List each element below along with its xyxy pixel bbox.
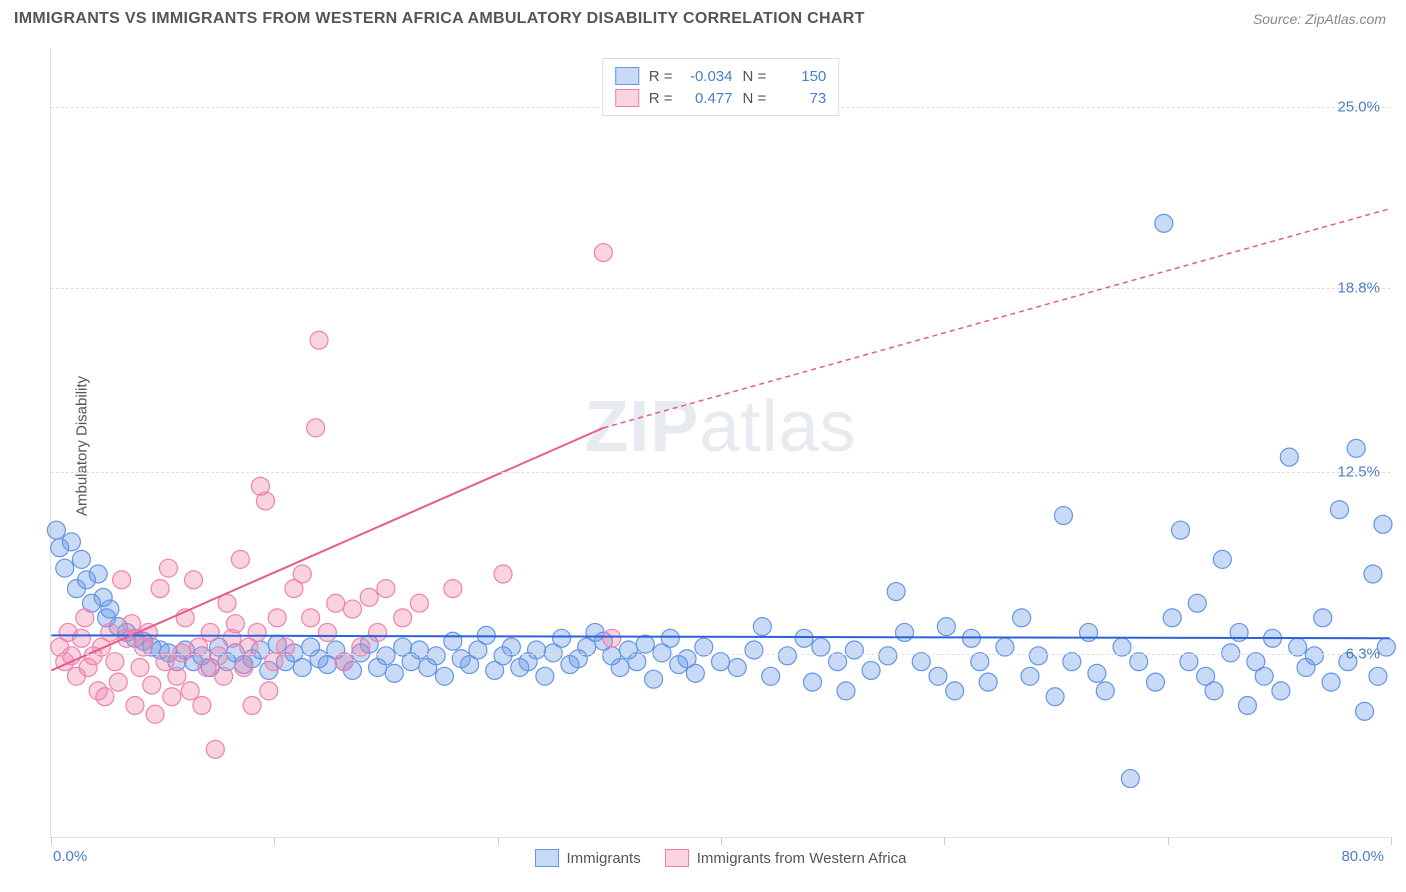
n-value: 73 bbox=[776, 90, 826, 107]
y-tick-label: 18.8% bbox=[1337, 279, 1380, 296]
y-tick-label: 25.0% bbox=[1337, 98, 1380, 115]
x-min-label: 0.0% bbox=[53, 848, 87, 865]
swatch-icon bbox=[615, 67, 639, 85]
scatter-svg bbox=[51, 48, 1390, 837]
legend-item-western-africa: Immigrants from Western Africa bbox=[665, 849, 907, 867]
x-max-label: 80.0% bbox=[1341, 848, 1384, 865]
x-tick bbox=[498, 837, 499, 845]
y-tick-label: 6.3% bbox=[1346, 645, 1380, 662]
legend-item-immigrants: Immigrants bbox=[535, 849, 641, 867]
gridline bbox=[51, 472, 1390, 473]
legend-row-blue: R = -0.034 N = 150 bbox=[615, 65, 827, 87]
chart-title: IMMIGRANTS VS IMMIGRANTS FROM WESTERN AF… bbox=[14, 10, 865, 28]
swatch-icon bbox=[615, 89, 639, 107]
x-tick bbox=[1168, 837, 1169, 845]
legend-label: Immigrants bbox=[567, 850, 641, 867]
x-tick bbox=[944, 837, 945, 845]
y-tick-label: 12.5% bbox=[1337, 464, 1380, 481]
chart-header: IMMIGRANTS VS IMMIGRANTS FROM WESTERN AF… bbox=[0, 0, 1406, 36]
source-attribution: Source: ZipAtlas.com bbox=[1253, 11, 1386, 27]
swatch-icon bbox=[535, 849, 559, 867]
x-tick bbox=[274, 837, 275, 845]
x-tick bbox=[1391, 837, 1392, 845]
legend-label: Immigrants from Western Africa bbox=[697, 850, 907, 867]
legend-row-pink: R = 0.477 N = 73 bbox=[615, 87, 827, 109]
r-value: 0.477 bbox=[683, 90, 733, 107]
x-tick bbox=[51, 837, 52, 845]
gridline bbox=[51, 654, 1390, 655]
n-value: 150 bbox=[776, 68, 826, 85]
r-value: -0.034 bbox=[683, 68, 733, 85]
swatch-icon bbox=[665, 849, 689, 867]
r-label: R = bbox=[649, 68, 673, 85]
gridline bbox=[51, 288, 1390, 289]
x-tick bbox=[721, 837, 722, 845]
r-label: R = bbox=[649, 90, 673, 107]
correlation-legend: R = -0.034 N = 150 R = 0.477 N = 73 bbox=[602, 58, 840, 116]
n-label: N = bbox=[743, 90, 767, 107]
series-legend: Immigrants Immigrants from Western Afric… bbox=[535, 849, 907, 867]
n-label: N = bbox=[743, 68, 767, 85]
chart-plot-area: ZIPatlas R = -0.034 N = 150 R = 0.477 N … bbox=[50, 48, 1390, 838]
